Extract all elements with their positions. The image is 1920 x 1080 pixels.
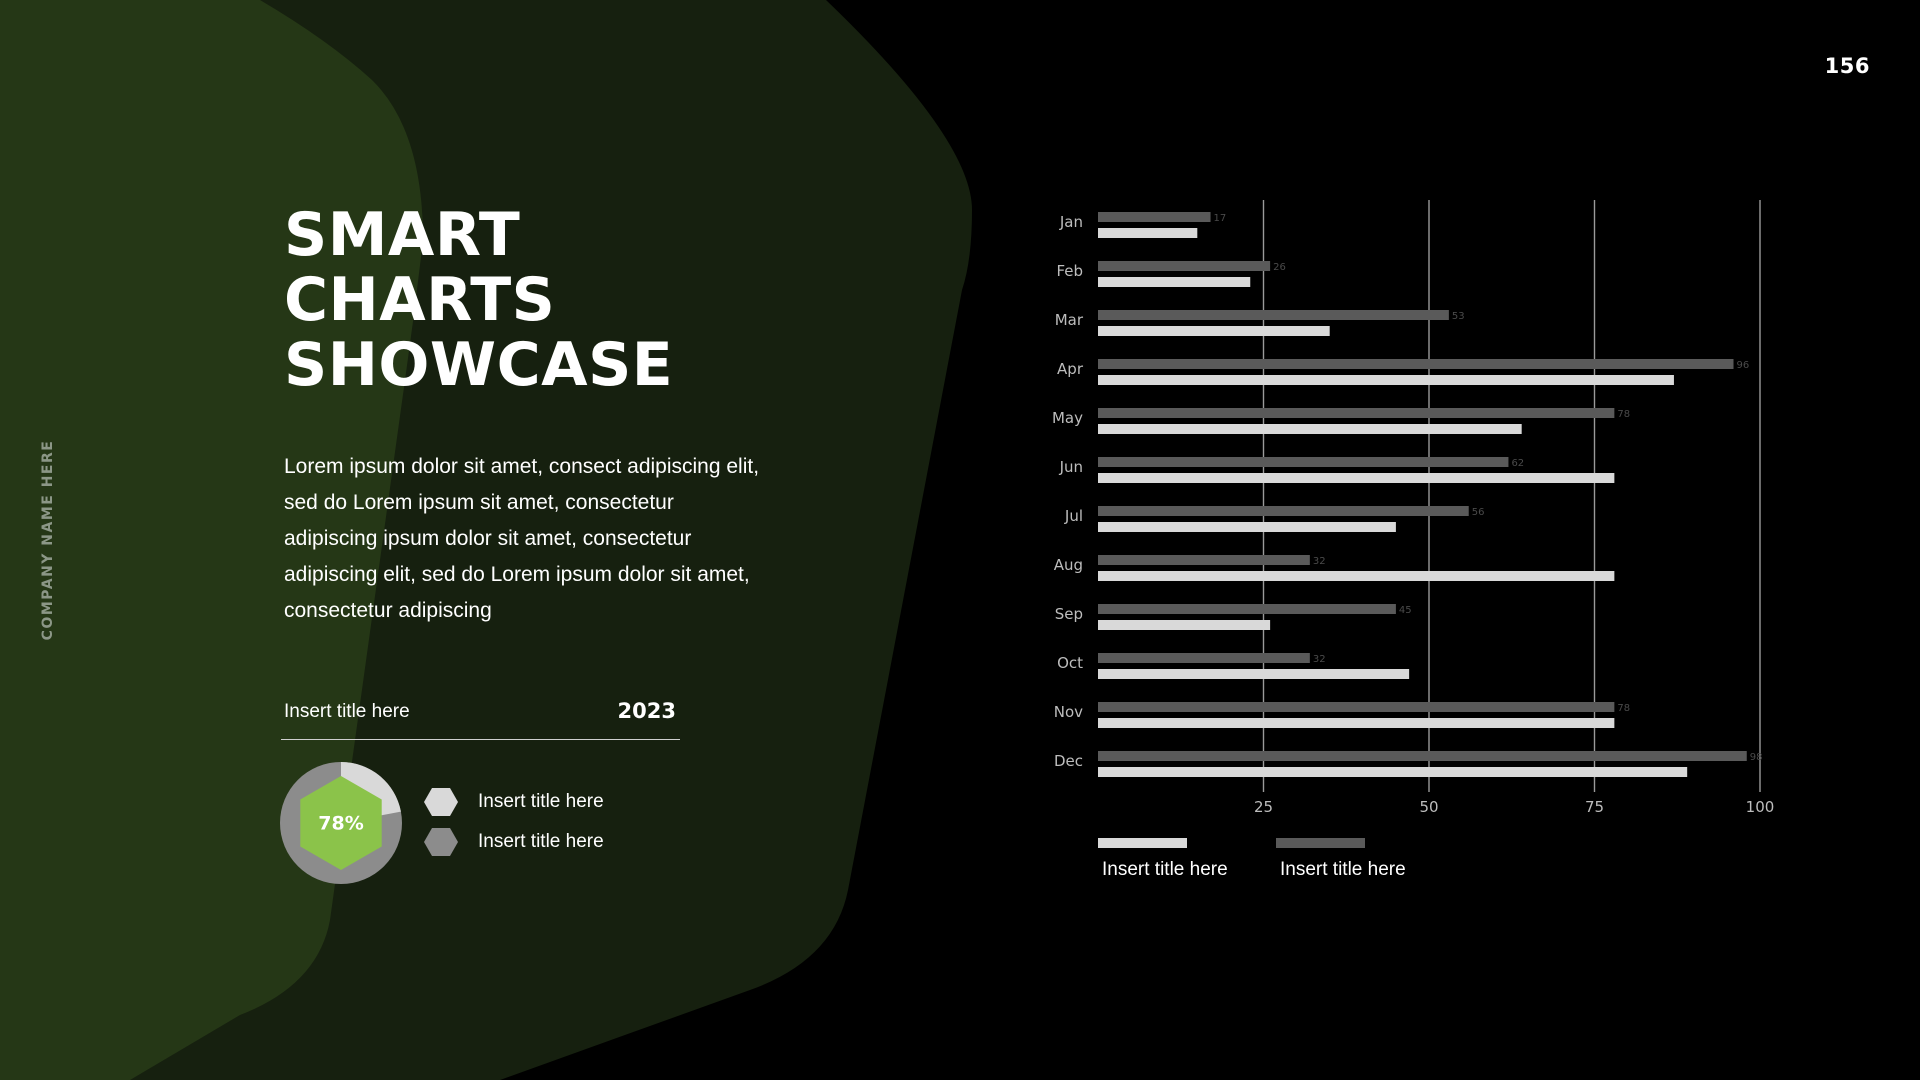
title-line: SMART [284, 200, 521, 270]
legend-swatch [1098, 838, 1187, 848]
category-label: Mar [1055, 311, 1084, 329]
summary-legend-label: Insert title here [478, 831, 604, 852]
bar-series-dark [1098, 555, 1310, 565]
bar-series-light [1098, 571, 1615, 581]
hexagon-icon [424, 788, 458, 816]
bar-series-light [1098, 326, 1330, 336]
category-label: Apr [1057, 360, 1084, 378]
bar-series-dark [1098, 653, 1310, 663]
data-label: 56 [1472, 507, 1485, 518]
bar-series-light [1098, 767, 1688, 777]
bar-series-dark [1098, 751, 1747, 761]
data-label: 98 [1750, 752, 1763, 763]
bar-series-light [1098, 669, 1410, 679]
data-label: 62 [1511, 458, 1524, 469]
summary-year: 2023 [617, 699, 676, 723]
data-label: 78 [1617, 409, 1630, 420]
bar-series-dark [1098, 359, 1734, 369]
bar-series-light [1098, 473, 1615, 483]
chart-legend-label: Insert title here [1280, 859, 1406, 880]
company-name: COMPANY NAME HERE [40, 439, 56, 641]
summary-legend-item: Insert title here [424, 787, 604, 817]
bar-series-dark [1098, 506, 1469, 516]
bar-series-light [1098, 424, 1522, 434]
data-label: 26 [1273, 262, 1286, 273]
summary-header: Insert title here 2023 [281, 695, 680, 740]
chart-legend-item: Insert title here [1096, 838, 1228, 881]
data-label: 53 [1452, 311, 1465, 322]
x-tick-label: 25 [1254, 798, 1273, 816]
category-label: Jan [1059, 213, 1083, 231]
data-label: 96 [1737, 360, 1750, 371]
summary-legend-label: Insert title here [478, 791, 604, 812]
data-label: 45 [1399, 605, 1412, 616]
x-tick-label: 75 [1585, 798, 1604, 816]
category-label: Jul [1064, 507, 1083, 525]
category-label: Jun [1059, 458, 1083, 476]
bar-series-dark [1098, 310, 1449, 320]
bar-series-dark [1098, 261, 1271, 271]
bar-series-light [1098, 375, 1674, 385]
chart-legend-item: Insert title here [1274, 838, 1406, 881]
body-paragraph: Lorem ipsum dolor sit amet, consect adip… [284, 455, 760, 622]
page-title: SMART CHARTS SHOWCASE [284, 203, 673, 398]
x-tick-label: 50 [1419, 798, 1438, 816]
category-label: Nov [1054, 703, 1083, 721]
donut-percent-label: 78% [318, 813, 363, 835]
bar-series-light [1098, 620, 1271, 630]
category-label: Sep [1055, 605, 1083, 623]
summary-title: Insert title here [284, 701, 410, 722]
bar-series-dark [1098, 212, 1211, 222]
monthly-bar-chart: 25 50 75 100 Jan 17 Feb 26 Mar 53 Apr 96 May 78 Jun 62 J… [1052, 200, 1775, 816]
data-label: 32 [1313, 556, 1326, 567]
bar-series-dark [1098, 702, 1615, 712]
bar-series-dark [1098, 457, 1509, 467]
bar-series-dark [1098, 408, 1615, 418]
chart-legend-label: Insert title here [1102, 859, 1228, 880]
bar-series-light [1098, 277, 1251, 287]
category-label: Oct [1057, 654, 1083, 672]
bar-series-light [1098, 522, 1396, 532]
bar-series-light [1098, 718, 1615, 728]
summary-legend-item: Insert title here [424, 827, 604, 857]
data-label: 78 [1617, 703, 1630, 714]
x-tick-label: 100 [1746, 798, 1775, 816]
page-number: 156 [1824, 54, 1870, 78]
legend-swatch [1276, 838, 1365, 848]
bar-series-light [1098, 228, 1198, 238]
data-label: 32 [1313, 654, 1326, 665]
title-line: SHOWCASE [284, 330, 674, 400]
category-label: May [1052, 409, 1083, 427]
data-label: 17 [1214, 213, 1227, 224]
hexagon-icon [424, 828, 458, 856]
category-label: Feb [1056, 262, 1083, 280]
hexagon-badge [300, 776, 382, 870]
category-label: Aug [1054, 556, 1083, 574]
percent-donut: 78% [280, 762, 402, 884]
bar-series-dark [1098, 604, 1396, 614]
category-label: Dec [1054, 752, 1083, 770]
title-line: CHARTS [284, 265, 556, 335]
